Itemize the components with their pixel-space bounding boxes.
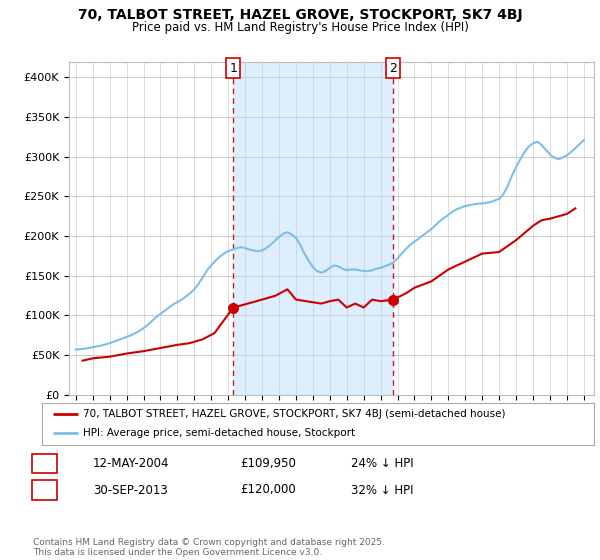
Text: Contains HM Land Registry data © Crown copyright and database right 2025.
This d: Contains HM Land Registry data © Crown c…: [33, 538, 385, 557]
Text: £109,950: £109,950: [240, 456, 296, 470]
Text: 1: 1: [40, 456, 49, 470]
Text: 12-MAY-2004: 12-MAY-2004: [93, 456, 170, 470]
Text: 30-SEP-2013: 30-SEP-2013: [93, 483, 168, 497]
Text: 32% ↓ HPI: 32% ↓ HPI: [351, 483, 413, 497]
Text: 1: 1: [229, 62, 237, 74]
Text: £120,000: £120,000: [240, 483, 296, 497]
Text: 24% ↓ HPI: 24% ↓ HPI: [351, 456, 413, 470]
Bar: [233, 62, 394, 395]
Text: Price paid vs. HM Land Registry's House Price Index (HPI): Price paid vs. HM Land Registry's House …: [131, 21, 469, 34]
Text: 70, TALBOT STREET, HAZEL GROVE, STOCKPORT, SK7 4BJ: 70, TALBOT STREET, HAZEL GROVE, STOCKPOR…: [77, 8, 523, 22]
Text: HPI: Average price, semi-detached house, Stockport: HPI: Average price, semi-detached house,…: [83, 428, 356, 438]
Text: 2: 2: [389, 62, 397, 74]
Text: 70, TALBOT STREET, HAZEL GROVE, STOCKPORT, SK7 4BJ (semi-detached house): 70, TALBOT STREET, HAZEL GROVE, STOCKPOR…: [83, 409, 506, 419]
Text: 2: 2: [40, 483, 49, 497]
